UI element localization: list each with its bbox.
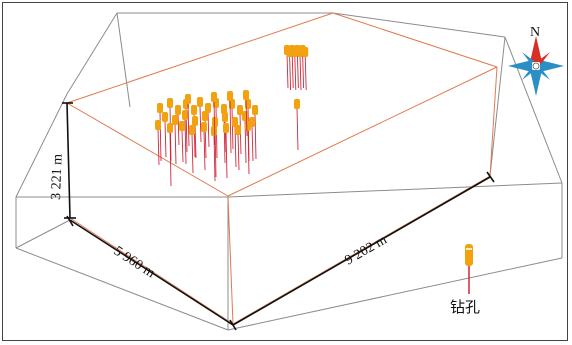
borehole-trace — [231, 107, 234, 150]
borehole-head — [162, 112, 168, 122]
borehole-head — [302, 47, 309, 57]
borehole-trace — [199, 105, 202, 143]
borehole-trace — [225, 131, 228, 179]
borehole-head — [189, 125, 195, 135]
width-dimension-label: 5 960 m — [111, 244, 158, 282]
borehole-head — [212, 117, 218, 127]
borehole-head — [185, 94, 191, 104]
borehole-head — [245, 121, 251, 131]
compass-rose-icon — [508, 36, 564, 96]
borehole-head — [192, 116, 198, 126]
borehole-head — [205, 103, 211, 113]
borehole-trace — [296, 53, 299, 89]
borehole-head — [211, 92, 217, 102]
borehole-head — [252, 105, 258, 115]
borehole-head — [221, 104, 227, 114]
borehole-head — [167, 98, 173, 108]
borehole-trace — [213, 100, 216, 146]
dimension-lines — [62, 102, 495, 331]
borehole-head — [223, 123, 229, 133]
borehole-trace — [203, 130, 206, 171]
bounding-box — [15, 12, 563, 331]
height-dimension-label: 3 221 m — [49, 154, 66, 200]
borehole-head — [243, 90, 249, 100]
figure-frame — [2, 2, 568, 341]
borehole-head — [211, 126, 217, 136]
borehole-icon — [465, 244, 473, 294]
length-dimension-label: 9 202 m — [343, 232, 390, 268]
legend-label: 钻孔 — [450, 298, 480, 316]
borehole-head — [182, 110, 188, 120]
borehole-trace — [302, 53, 305, 89]
borehole-head — [155, 120, 161, 130]
borehole-cluster — [155, 45, 309, 187]
borehole-trace — [207, 111, 210, 148]
borehole-trace — [169, 106, 172, 162]
borehole-head — [191, 105, 197, 115]
borehole-trace — [213, 134, 216, 182]
borehole-trace — [289, 55, 292, 91]
borehole-head — [227, 91, 233, 101]
north-label: N — [530, 25, 540, 40]
borehole-trace — [187, 102, 190, 147]
borehole-trace — [164, 120, 167, 158]
borehole-trace — [251, 125, 254, 162]
borehole-trace — [304, 55, 307, 91]
borehole-trace — [159, 111, 162, 162]
borehole-head — [197, 97, 203, 107]
borehole-head — [222, 112, 228, 122]
borehole-trace — [296, 107, 299, 151]
borehole-trace — [291, 53, 294, 89]
borehole-trace — [286, 53, 289, 89]
borehole-trace — [247, 129, 250, 175]
borehole-head — [237, 105, 243, 115]
borehole-head — [175, 105, 181, 115]
borehole-trace — [174, 123, 177, 165]
borehole-head — [172, 115, 178, 125]
borehole-head — [242, 111, 248, 121]
borehole-head — [179, 121, 185, 131]
borehole-head — [157, 103, 163, 113]
borehole-trace — [194, 124, 197, 159]
borehole-head — [201, 122, 207, 132]
borehole-trace — [169, 131, 172, 187]
borehole-trace — [157, 128, 160, 166]
borehole-trace — [177, 113, 180, 146]
borehole-trace — [229, 99, 232, 154]
borehole-trace — [245, 98, 248, 137]
borehole-trace — [299, 55, 302, 91]
borehole-trace — [294, 55, 297, 91]
model-box — [66, 12, 498, 325]
borehole-trace — [181, 129, 184, 163]
borehole-head — [202, 111, 208, 121]
borehole-trace — [254, 113, 257, 160]
borehole-trace — [237, 133, 240, 171]
borehole-head — [232, 117, 238, 127]
borehole-head — [235, 125, 241, 135]
borehole-head — [167, 123, 173, 133]
borehole-head — [294, 99, 300, 109]
borehole-trace — [184, 118, 187, 165]
borehole-trace — [191, 133, 194, 174]
